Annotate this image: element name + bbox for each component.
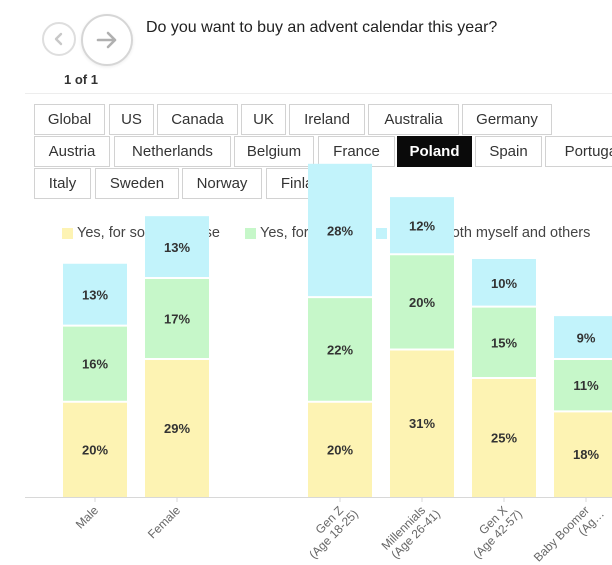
data-label: 12%: [409, 219, 435, 234]
legend-swatch: [376, 227, 387, 239]
bar-segment[interactable]: [308, 163, 372, 298]
bar-segment[interactable]: [63, 325, 127, 402]
tab-global[interactable]: Global: [34, 104, 105, 135]
tab-ireland[interactable]: Ireland: [289, 104, 365, 135]
data-label: 17%: [164, 312, 190, 327]
chevron-right-icon: [96, 31, 117, 49]
data-label: 11%: [573, 378, 599, 393]
tab-norway[interactable]: Norway: [182, 168, 262, 199]
x-tick-label: Gen X(Age 42-57): [461, 498, 525, 562]
tab-sweden[interactable]: Sweden: [95, 168, 179, 199]
bar-segment[interactable]: [63, 263, 127, 326]
data-label: 18%: [573, 447, 599, 462]
tab-portugal[interactable]: Portugal: [545, 136, 612, 167]
data-label: 13%: [82, 288, 108, 303]
tab-uk[interactable]: UK: [241, 104, 286, 135]
bar-segment[interactable]: [145, 278, 209, 359]
x-tick-label: Female: [145, 503, 183, 541]
data-label: 29%: [164, 421, 190, 436]
bar-segment[interactable]: [472, 259, 536, 307]
tab-us[interactable]: US: [109, 104, 154, 135]
tab-australia[interactable]: Australia: [368, 104, 459, 135]
legend-swatch: [245, 227, 256, 239]
data-label: 20%: [409, 295, 435, 310]
data-label: 31%: [409, 416, 435, 431]
x-tick-label: Baby Boomer(Ag…: [531, 498, 607, 565]
data-label: 13%: [164, 240, 190, 255]
data-label: 28%: [327, 223, 353, 238]
tab-italy[interactable]: Italy: [34, 168, 91, 199]
tab-poland[interactable]: Poland: [397, 136, 472, 167]
tab-canada[interactable]: Canada: [157, 104, 238, 135]
header-divider: [25, 93, 612, 94]
chevron-left-icon: [54, 32, 63, 46]
bar-segment[interactable]: [554, 316, 612, 359]
bar-segment[interactable]: [308, 297, 372, 402]
tab-netherlands[interactable]: Netherlands: [114, 136, 231, 167]
data-label: 15%: [491, 335, 517, 350]
bar-segment[interactable]: [145, 358, 209, 497]
bar-segment[interactable]: [308, 401, 372, 497]
data-label: 20%: [327, 442, 353, 457]
data-label: 22%: [327, 342, 353, 357]
tab-spain[interactable]: Spain: [475, 136, 542, 167]
bar-segment[interactable]: [472, 306, 536, 378]
bar-segment[interactable]: [554, 411, 612, 497]
bar-segment[interactable]: [145, 216, 209, 279]
previous-button[interactable]: [42, 22, 76, 56]
bar-segment[interactable]: [390, 197, 454, 255]
x-tick-label: Male: [73, 503, 102, 532]
tab-belgium[interactable]: Belgium: [234, 136, 314, 167]
next-button[interactable]: [81, 14, 133, 66]
tab-austria[interactable]: Austria: [34, 136, 110, 167]
data-label: 20%: [82, 442, 108, 457]
data-label: 25%: [491, 431, 517, 446]
data-label: 16%: [82, 357, 108, 372]
data-label: 10%: [491, 276, 517, 291]
bar-segment[interactable]: [554, 358, 612, 412]
question-title: Do you want to buy an advent calendar th…: [146, 19, 498, 36]
bar-segment[interactable]: [390, 349, 454, 497]
bar-segment[interactable]: [472, 378, 536, 497]
x-tick-label: Gen Z(Age 18-25): [297, 498, 361, 562]
bar-segment[interactable]: [63, 401, 127, 497]
x-tick-label: Millennials(Age 26-41): [379, 498, 443, 562]
page-counter: 1 of 1: [64, 72, 98, 87]
data-label: 9%: [577, 331, 596, 346]
legend-swatch: [62, 227, 73, 239]
tab-germany[interactable]: Germany: [462, 104, 552, 135]
bar-segment[interactable]: [390, 254, 454, 350]
